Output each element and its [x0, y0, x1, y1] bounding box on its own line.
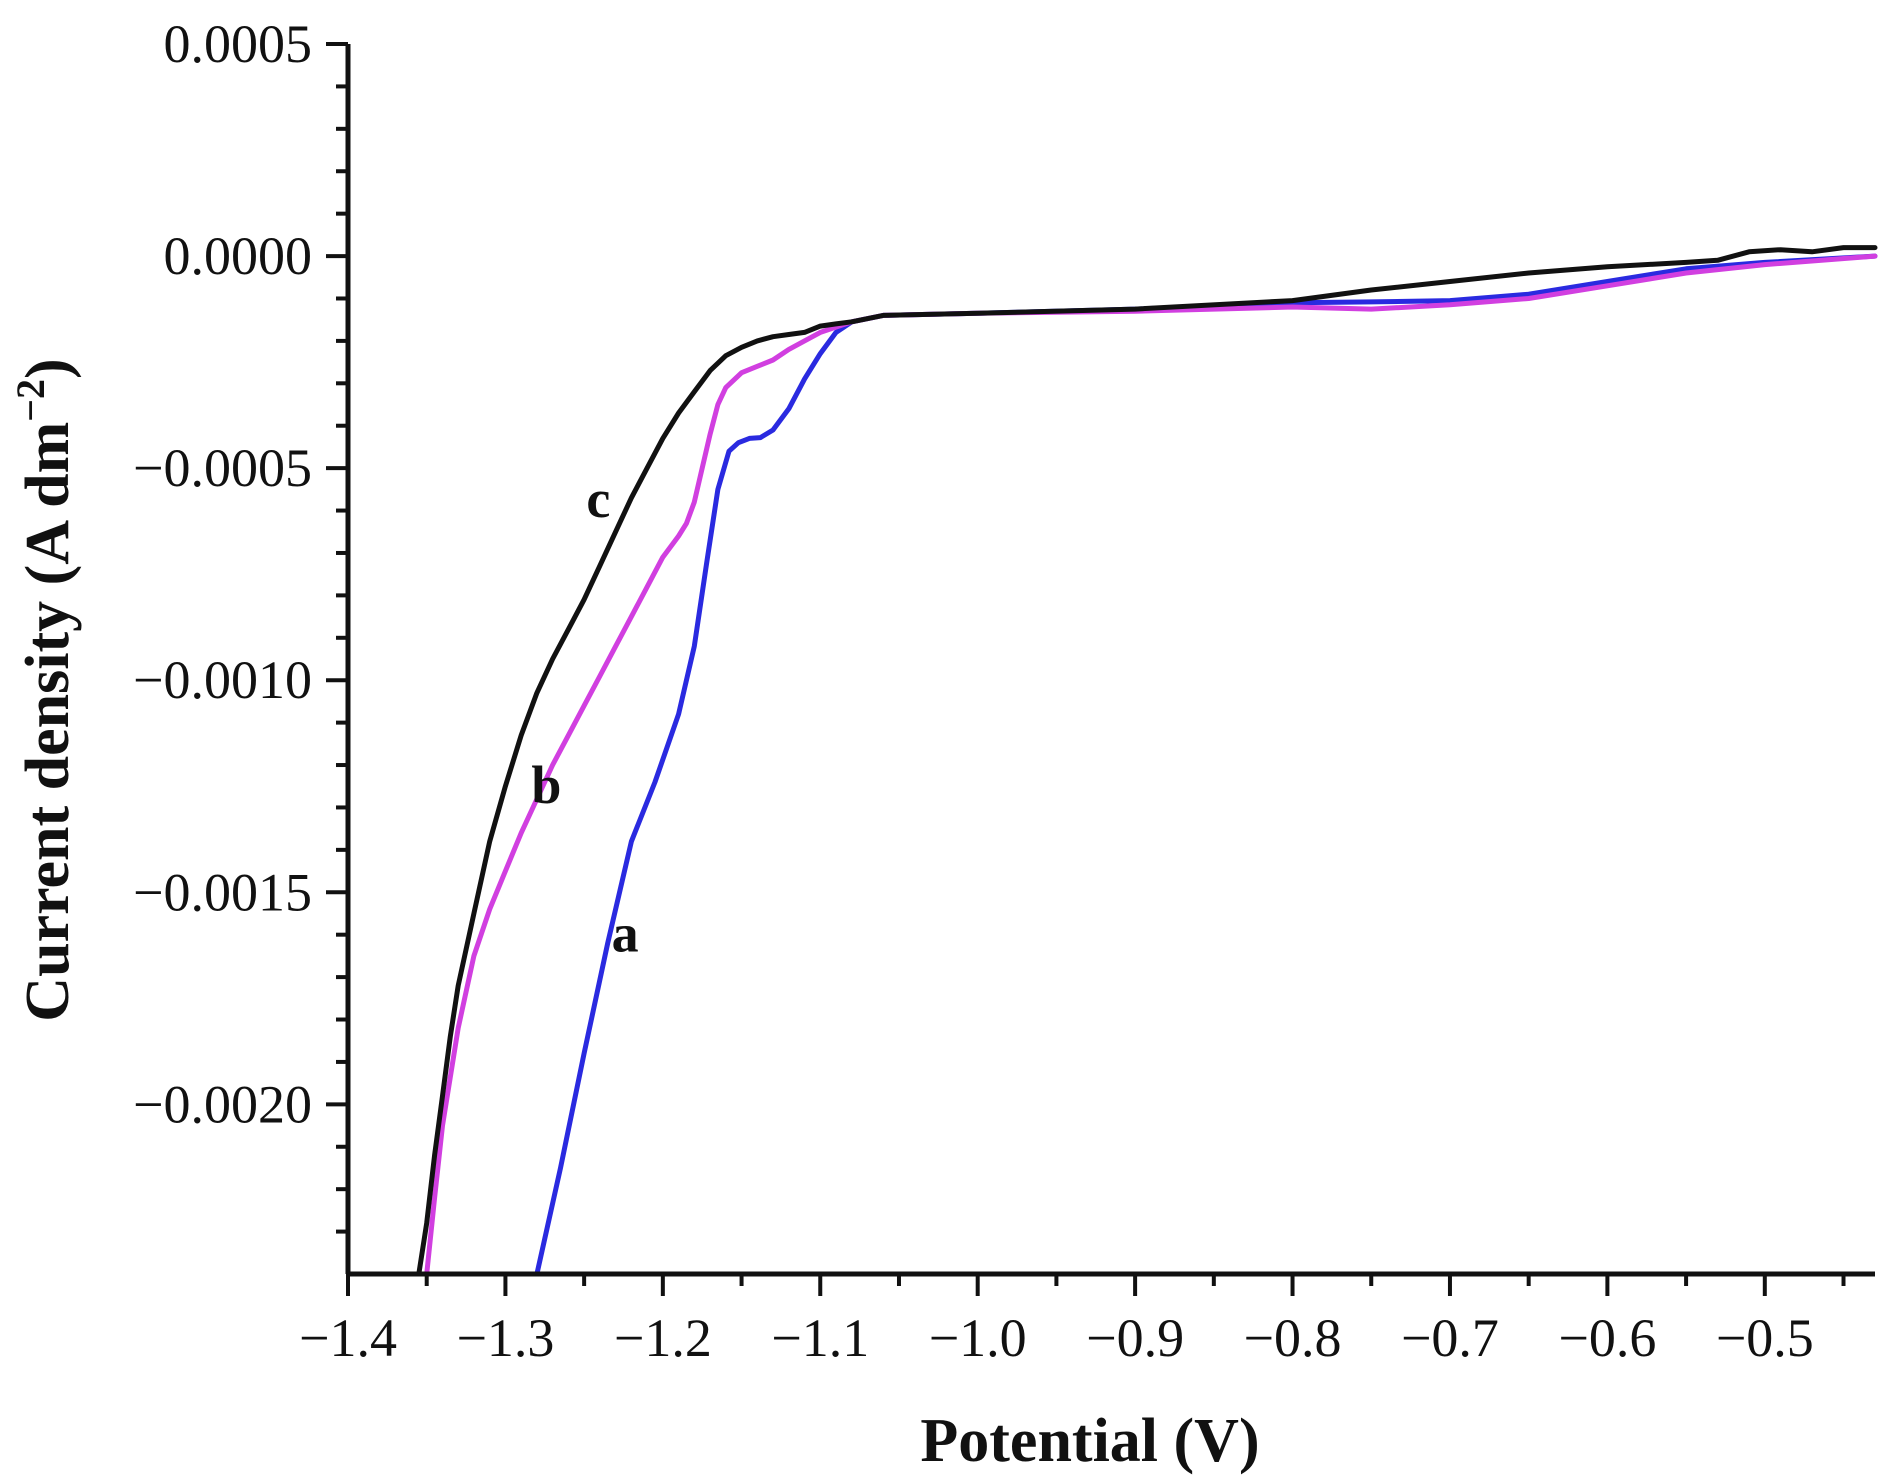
y-axis-title-main: Current density (A dm: [14, 422, 82, 1022]
y-tick-label: 0.0005: [164, 14, 313, 74]
series-line-b: [424, 253, 1878, 1277]
x-tick-label: −0.8: [1244, 1308, 1342, 1368]
x-tick-label: −0.6: [1558, 1308, 1656, 1368]
x-tick-label: −1.4: [299, 1308, 397, 1368]
x-axis-title: Potential (V): [920, 1407, 1259, 1475]
x-tick-label: −0.9: [1086, 1308, 1184, 1368]
x-tick-label: −1.2: [614, 1308, 712, 1368]
x-tick-label: −1.3: [456, 1308, 554, 1368]
y-axis-title-exponent: −2: [8, 379, 53, 422]
x-tick-label: −0.5: [1716, 1308, 1814, 1368]
y-tick-label: 0.0000: [164, 226, 313, 286]
y-tick-label: −0.0015: [133, 862, 312, 922]
y-axis-title-suffix: ): [14, 358, 82, 379]
y-tick-label: −0.0020: [133, 1074, 312, 1134]
y-tick-label: −0.0010: [133, 650, 312, 710]
curve-label-c: c: [586, 469, 610, 529]
y-axis-ticks: 0.0005 0.0000 −0.0005 −0.0010 −0.0015 −0.0020: [133, 14, 348, 1234]
y-tick-label: −0.0005: [133, 438, 312, 498]
x-tick-label: −0.7: [1401, 1308, 1499, 1368]
x-axis-ticks: −1.4 −1.3 −1.2 −1.1 −1.0 −0.9 −0.8 −0.7 −0.6 −0.5: [299, 1274, 1846, 1368]
series-line-a: [534, 253, 1878, 1277]
annotation-layer: a b c: [531, 469, 638, 964]
curve-label-a: a: [612, 904, 639, 964]
series-layer: [416, 245, 1878, 1277]
series-line-c: [416, 245, 1878, 1277]
x-tick-label: −1.1: [771, 1308, 869, 1368]
curve-label-b: b: [531, 755, 561, 815]
y-axis-title: Current density (A dm−2): [8, 358, 82, 1021]
x-tick-label: −1.0: [929, 1308, 1027, 1368]
